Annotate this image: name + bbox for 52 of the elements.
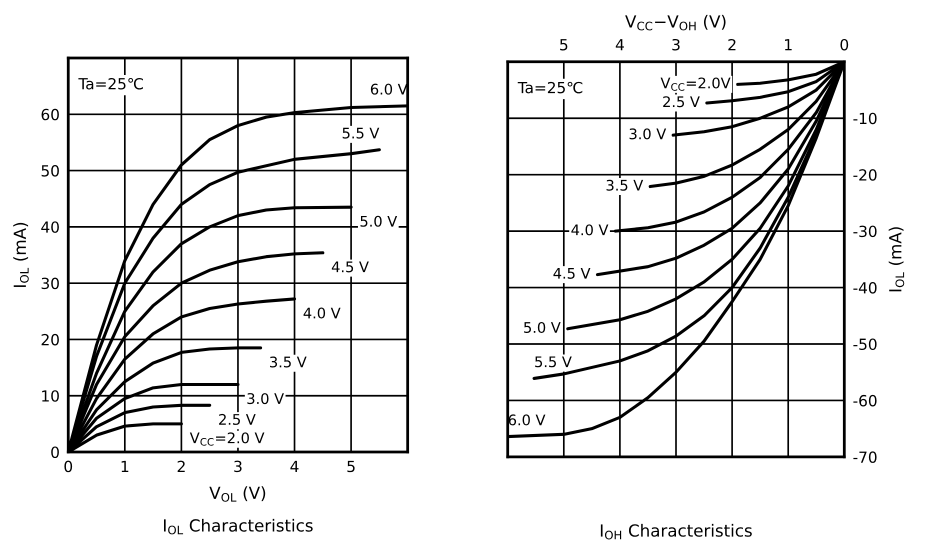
x-tick-label: 4 [616,39,624,50]
series-label: V$_{CC}$=2.0 V [190,432,264,446]
y-tick-label: -60 [853,394,877,406]
series-label: 4.5 V [553,268,590,279]
y-tick-label: -70 [853,451,877,463]
series-label: 6.0 V [508,414,546,426]
y-tick-label: 30 [42,278,59,290]
x-axis-title: V$_{CC}$−V$_{OH}$ (V) [625,14,726,30]
y-tick-label: -20 [853,169,877,181]
y-tick-label: 20 [42,334,59,346]
y-tick-label: -10 [853,112,877,124]
x-tick-label: 4 [290,460,299,472]
series-label: 5.5 V [342,128,380,139]
series-label: 2.5 V [219,414,256,425]
y-axis-title: I$_{OL}$ (mA) [888,227,904,292]
x-tick-label: 2 [178,460,185,472]
series-label: 4.5 V [332,262,369,272]
series-label: 3.5 V [606,180,644,191]
y-tick-label: -30 [853,226,877,238]
annotation: Ta=25℃ [78,78,143,90]
y-tick-label: 10 [42,390,59,402]
series-label: 4.0 V [571,224,608,236]
x-tick-label: 1 [785,39,792,50]
x-tick-label: 0 [64,460,72,472]
x-tick-label: 3 [234,460,242,472]
series-label: V$_{CC}$=2.0V [660,77,731,91]
y-tick-label: 0 [51,446,59,458]
y-tick-label: -50 [853,338,877,350]
series-label: 3.5 V [270,356,307,368]
y-tick-label: -40 [853,282,877,294]
text: I$_{OL}$ Characteristics [164,518,313,534]
series-label: 5.0 V [360,216,398,227]
series-label: 3.0 V [247,393,284,404]
x-tick-label: 3 [672,38,680,50]
series-label: 5.5 V [535,356,572,368]
series-label: 6.0 V [370,84,408,95]
x-tick-label: 1 [122,460,128,472]
y-tick-label: 40 [41,221,59,233]
y-tick-label: 60 [42,108,59,120]
text: I$_{OH}$ Characteristics [600,524,752,540]
series-label: 2.5 V [663,96,700,108]
x-tick-label: 2 [728,38,736,50]
y-tick-label: 50 [42,165,59,177]
x-tick-label: 5 [560,39,568,50]
x-tick-label: 0 [840,38,848,50]
x-axis-title: V$_{OL}$ (V) [209,486,266,502]
series-label: 3.0 V [630,128,666,140]
annotation: Ta=25℃ [518,82,582,94]
y-axis-title: I$_{OL}$ (mA) [13,222,29,287]
series-label: 4.0 V [304,308,341,319]
x-tick-label: 5 [347,460,355,472]
series-label: 5.0 V [524,322,561,334]
